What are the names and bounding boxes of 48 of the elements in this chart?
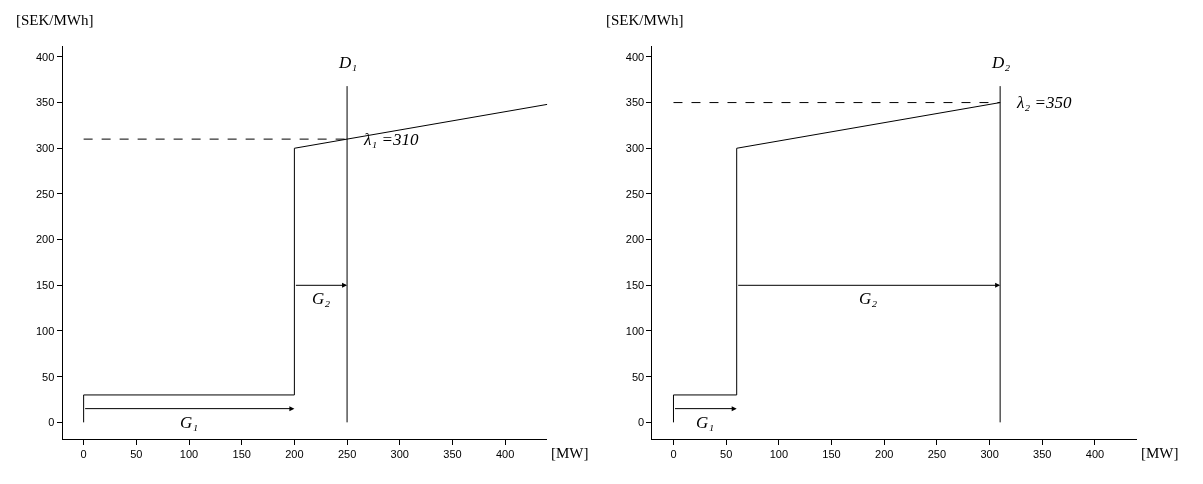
x-tick-label: 400 <box>495 447 515 460</box>
y-axis-title: [SEK/MWh] <box>16 12 94 28</box>
annotation: G₂ <box>312 289 331 308</box>
y-tick-label: 0 <box>48 416 55 429</box>
x-tick-label: 300 <box>980 447 999 460</box>
y-tick-label: 50 <box>631 370 645 383</box>
x-axis-title: [MW] <box>551 445 589 461</box>
x-tick-label: 250 <box>337 447 357 460</box>
x-tick-label: 100 <box>179 447 199 460</box>
x-tick-label: 100 <box>769 447 789 460</box>
y-tick-label: 400 <box>36 50 55 63</box>
y-axis-title: [SEK/MWh] <box>606 12 684 28</box>
x-tick-label: 50 <box>130 447 143 460</box>
x-tick-label: 300 <box>390 447 409 460</box>
y-tick-label: 250 <box>36 187 55 200</box>
y-tick-label: 200 <box>625 233 645 246</box>
x-tick-label: 150 <box>232 447 251 460</box>
x-tick-label: 400 <box>1085 447 1105 460</box>
x-axis-title: [MW] <box>1141 445 1179 461</box>
x-tick-label: 200 <box>285 447 304 460</box>
annotation: G₁ <box>696 413 715 432</box>
x-tick-label: 250 <box>927 447 947 460</box>
x-tick-label: 350 <box>443 447 462 460</box>
y-tick-label: 100 <box>625 324 645 337</box>
y-tick-label: 350 <box>625 96 645 109</box>
x-tick-label: 0 <box>670 447 677 460</box>
annotation: D₂ <box>991 53 1011 72</box>
annotation: λ₂ =350 <box>1016 93 1072 112</box>
y-tick-label: 100 <box>36 324 55 337</box>
x-tick-label: 0 <box>80 447 87 460</box>
y-tick-label: 400 <box>625 50 645 63</box>
annotation: G₂ <box>859 289 878 308</box>
annotation: G₁ <box>180 413 199 432</box>
y-tick-label: 50 <box>42 370 55 383</box>
y-tick-label: 300 <box>36 142 55 155</box>
annotation: λ₁ =310 <box>363 130 419 149</box>
y-tick-label: 150 <box>36 279 55 292</box>
x-tick-label: 350 <box>1033 447 1052 460</box>
x-tick-label: 150 <box>822 447 841 460</box>
x-tick-label: 50 <box>720 447 733 460</box>
y-tick-label: 200 <box>36 233 55 246</box>
y-tick-label: 300 <box>625 142 645 155</box>
y-tick-label: 0 <box>638 416 645 429</box>
y-tick-label: 350 <box>36 96 55 109</box>
x-tick-label: 200 <box>875 447 894 460</box>
y-tick-label: 250 <box>625 187 645 200</box>
annotation: D₁ <box>338 53 358 72</box>
y-tick-label: 150 <box>625 279 645 292</box>
